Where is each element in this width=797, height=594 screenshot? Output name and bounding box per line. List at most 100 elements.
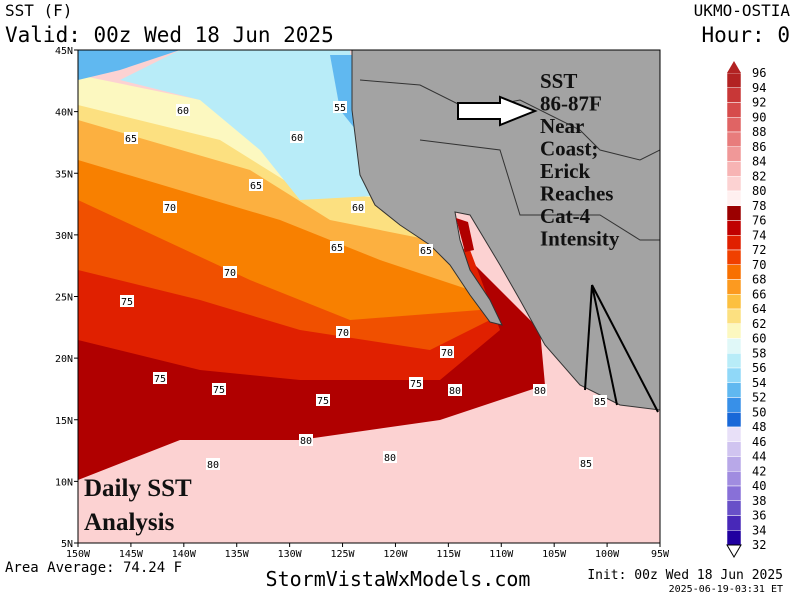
contour-label-bg — [124, 132, 138, 144]
sst-field — [77, 49, 661, 544]
contour-label-bg — [448, 384, 462, 396]
contour-label-bg — [336, 326, 350, 338]
annotation: SST86-87FNearCoast;ErickReachesCat-4Inte… — [84, 69, 620, 536]
colorbar-box — [726, 308, 742, 324]
colorbar-label: 66 — [752, 287, 766, 301]
contour-label: 85 — [580, 459, 592, 470]
colorbar-label: 86 — [752, 140, 766, 154]
contour-label: 55 — [334, 103, 346, 114]
annotation-line: Coast; — [540, 137, 598, 161]
valid-time: Valid: 00z Wed 18 Jun 2025 — [5, 23, 334, 47]
lat-label: 25N — [55, 293, 73, 304]
lon-label: 95W — [651, 549, 670, 560]
colorbar-label: 50 — [752, 405, 766, 419]
colorbar-box — [726, 190, 742, 206]
contour-label: 70 — [441, 348, 453, 359]
colorbar-box — [726, 294, 742, 310]
lon-label: 120W — [383, 549, 408, 560]
model-name: UKMO-OSTIA — [694, 1, 791, 20]
colorbar-label: 32 — [752, 538, 766, 552]
contour-label-bg — [290, 131, 304, 143]
contour-label: 65 — [125, 134, 137, 145]
contour-label: 70 — [337, 328, 349, 339]
annotation-line: 86-87F — [540, 92, 602, 116]
lat-label: 5N — [61, 539, 73, 550]
colorbar-label: 78 — [752, 199, 766, 213]
contour-label: 75 — [410, 379, 422, 390]
colorbar-box — [726, 382, 742, 398]
colorbar-box — [726, 146, 742, 162]
contour-label-bg — [383, 451, 397, 463]
contour-label-bg — [409, 377, 423, 389]
colorbar-label: 96 — [752, 66, 766, 80]
lon-axis: 150W 145W 140W 135W 130W 125W 120W 115W 110W 105W… — [66, 543, 670, 560]
colorbar-box — [726, 131, 742, 147]
colorbar-label: 56 — [752, 361, 766, 375]
colorbar-box — [726, 72, 742, 88]
contour-label: 80 — [207, 460, 219, 471]
lon-label: 145W — [119, 549, 144, 560]
colorbar-label: 94 — [752, 81, 766, 95]
caption-line: Daily SST — [84, 475, 192, 502]
contour-label-bg — [153, 372, 167, 384]
contour-label-bg — [316, 394, 330, 406]
colorbar-label: 38 — [752, 494, 766, 508]
timestamp: 2025-06-19-03:31 ET — [669, 584, 783, 594]
colorbar-box — [726, 471, 742, 487]
annotation-line: SST — [540, 69, 577, 93]
colorbar-box — [726, 235, 742, 251]
colorbar-label: 60 — [752, 332, 766, 346]
init-time: Init: 00z Wed 18 Jun 2025 — [587, 568, 783, 583]
lat-label: 45N — [55, 46, 73, 57]
colorbar-box — [726, 161, 742, 177]
colorbar-label: 44 — [752, 450, 766, 464]
contour-label: 70 — [164, 203, 176, 214]
annotation-line: Intensity — [540, 227, 620, 251]
contour-label: 85 — [594, 397, 606, 408]
lat-label: 35N — [55, 169, 73, 180]
contour-label: 80 — [534, 386, 546, 397]
lon-label: 125W — [330, 549, 355, 560]
colorbar-box — [726, 87, 742, 103]
colorbar-label: 46 — [752, 435, 766, 449]
contour-label-bg — [440, 346, 454, 358]
colorbar-box — [726, 176, 742, 192]
colorbar-box — [726, 515, 742, 531]
colorbar-cap — [726, 544, 742, 558]
colorbar-box — [726, 353, 742, 369]
colorbar-label: 74 — [752, 228, 766, 242]
contour-label: 60 — [291, 133, 303, 144]
colorbar-box — [726, 220, 742, 236]
colorbar-box — [726, 397, 742, 413]
contour-label: 80 — [449, 386, 461, 397]
colorbar-box — [726, 338, 742, 354]
colorbar-label: 70 — [752, 258, 766, 272]
contour-label: 65 — [331, 243, 343, 254]
annotation-line: Erick — [540, 159, 590, 183]
contour-label: 75 — [154, 374, 166, 385]
contour-label-bg — [333, 101, 347, 113]
contour-label-bg — [163, 201, 177, 213]
contour-label: 80 — [384, 453, 396, 464]
contour-label-bg — [206, 458, 220, 470]
contour-label-bg — [593, 395, 607, 407]
contour-label-bg — [176, 104, 190, 116]
colorbar-box — [726, 117, 742, 133]
colorbar-label: 36 — [752, 509, 766, 523]
contour-label: 65 — [420, 246, 432, 257]
colorbar-box — [726, 264, 742, 280]
lat-label: 20N — [55, 354, 73, 365]
lon-label: 135W — [225, 549, 250, 560]
colorbar-box — [726, 323, 742, 339]
colorbar-box — [726, 102, 742, 118]
contour-label-bg — [299, 434, 313, 446]
colorbar-box — [726, 279, 742, 295]
contour-label: 80 — [300, 436, 312, 447]
contour-label: 75 — [121, 297, 133, 308]
annotation-line: Near — [540, 114, 584, 138]
contour-label: 65 — [250, 181, 262, 192]
lon-label: 140W — [172, 549, 197, 560]
colorbar-label: 52 — [752, 391, 766, 405]
lon-label: 105W — [542, 549, 567, 560]
